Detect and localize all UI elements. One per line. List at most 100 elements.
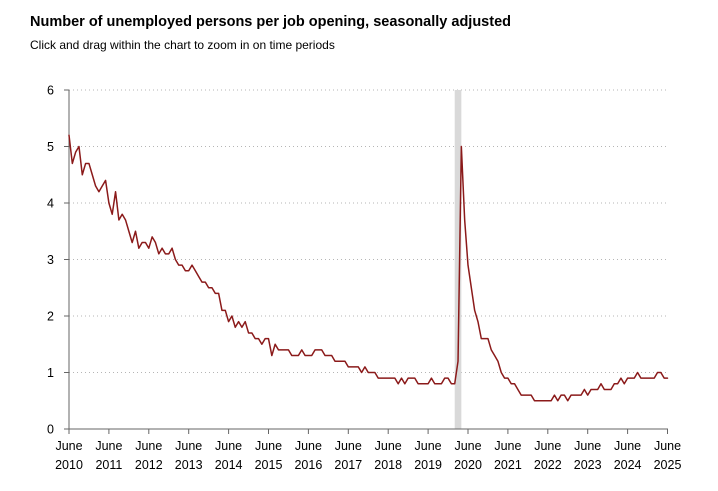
data-point[interactable] [329,353,335,359]
data-point[interactable] [256,336,262,342]
data-point[interactable] [156,251,162,257]
data-point[interactable] [359,370,365,376]
data-point[interactable] [216,290,222,296]
data-point[interactable] [475,319,481,325]
data-point[interactable] [309,353,315,359]
data-point[interactable] [222,307,228,313]
data-point[interactable] [239,324,245,330]
data-point[interactable] [152,240,158,246]
data-point[interactable] [651,375,657,381]
data-point[interactable] [455,358,461,364]
data-point[interactable] [66,132,72,138]
data-point[interactable] [319,347,325,353]
data-point[interactable] [512,381,518,387]
data-point[interactable] [468,285,474,291]
data-point[interactable] [372,370,378,376]
data-point[interactable] [621,381,627,387]
data-point[interactable] [119,211,125,217]
data-point[interactable] [196,273,202,279]
data-point[interactable] [76,144,82,150]
data-point[interactable] [186,268,192,274]
data-point[interactable] [485,336,491,342]
data-point[interactable] [159,245,165,251]
data-point[interactable] [209,285,215,291]
data-point[interactable] [93,183,99,189]
data-point[interactable] [395,381,401,387]
data-point[interactable] [103,177,109,183]
data-point[interactable] [149,234,155,240]
data-point[interactable] [425,381,431,387]
data-point[interactable] [266,336,272,342]
data-point[interactable] [146,245,152,251]
data-point[interactable] [232,324,238,330]
data-point[interactable] [452,381,458,387]
data-point[interactable] [136,245,142,251]
data-point[interactable] [79,172,85,178]
data-point[interactable] [169,245,175,251]
data-point[interactable] [113,189,119,195]
data-point[interactable] [129,240,135,246]
data-point[interactable] [565,398,571,404]
data-point[interactable] [528,392,534,398]
data-point[interactable] [242,319,248,325]
data-point[interactable] [561,392,567,398]
data-point[interactable] [505,375,511,381]
data-point[interactable] [123,217,129,223]
data-point[interactable] [428,375,434,381]
series-line[interactable] [68,134,669,402]
data-point[interactable] [551,392,557,398]
data-point[interactable] [598,381,604,387]
data-point[interactable] [99,183,105,189]
data-point[interactable] [618,375,624,381]
data-point[interactable] [578,392,584,398]
data-point[interactable] [615,381,621,387]
data-point[interactable] [488,347,494,353]
data-point[interactable] [515,386,521,392]
data-point[interactable] [355,364,361,370]
data-point[interactable] [392,375,398,381]
data-point[interactable] [172,257,178,263]
data-point[interactable] [631,375,637,381]
data-point[interactable] [548,398,554,404]
data-point[interactable] [269,353,275,359]
data-point[interactable] [202,279,208,285]
data-point[interactable] [445,375,451,381]
data-point[interactable] [86,160,92,166]
data-point[interactable] [498,370,504,376]
data-point[interactable] [142,240,148,246]
data-point[interactable] [133,228,139,234]
data-point[interactable] [665,375,671,381]
data-point[interactable] [126,228,132,234]
data-point[interactable] [658,370,664,376]
data-point[interactable] [295,353,301,359]
data-point[interactable] [635,370,641,376]
data-point[interactable] [249,330,255,336]
data-point[interactable] [399,375,405,381]
data-point[interactable] [226,319,232,325]
data-point[interactable] [166,251,172,257]
data-point[interactable] [259,341,265,347]
data-point[interactable] [495,358,501,364]
data-point[interactable] [89,172,95,178]
data-point[interactable] [585,392,591,398]
data-point[interactable] [438,381,444,387]
data-point[interactable] [73,149,79,155]
data-point[interactable] [236,319,242,325]
data-point[interactable] [465,262,471,268]
data-point[interactable] [106,200,112,206]
data-point[interactable] [229,313,235,319]
data-point[interactable] [299,347,305,353]
data-point[interactable] [362,364,368,370]
data-point[interactable] [458,144,464,150]
data-point[interactable] [69,160,75,166]
data-point[interactable] [608,386,614,392]
data-point[interactable] [192,268,198,274]
data-point[interactable] [462,217,468,223]
data-point[interactable] [472,307,478,313]
data-point[interactable] [272,341,278,347]
data-point[interactable] [179,262,185,268]
data-point[interactable] [581,386,587,392]
data-point[interactable] [595,386,601,392]
data-point[interactable] [285,347,291,353]
